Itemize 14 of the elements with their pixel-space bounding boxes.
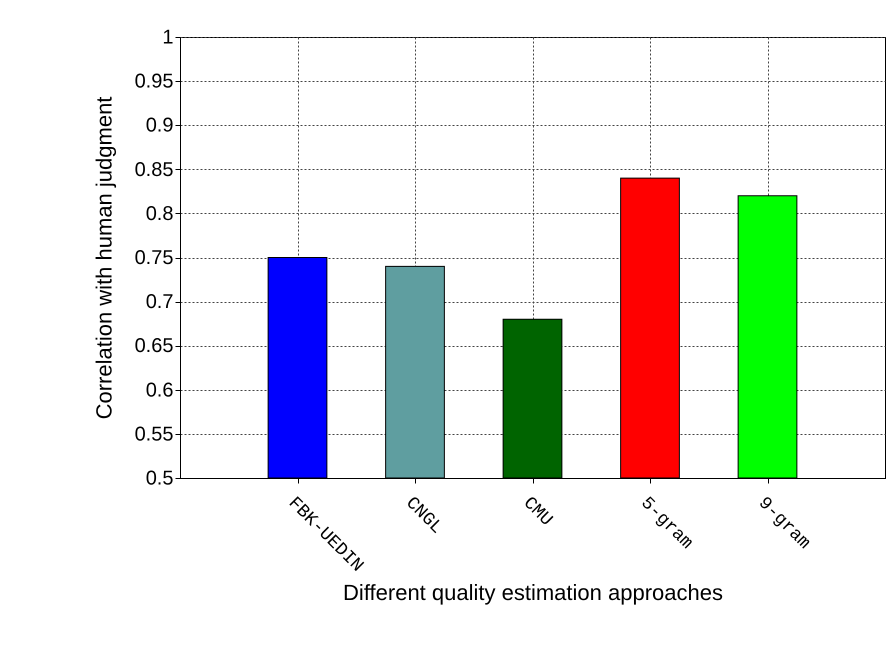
y-tick-label: 0.8 — [146, 202, 174, 225]
y-tick-label: 0.5 — [146, 468, 174, 490]
y-tick-label: 0.9 — [146, 114, 174, 137]
y-tick-label: 1 — [162, 26, 174, 48]
y-tick-label: 0.65 — [134, 335, 174, 358]
x-axis-title: Different quality estimation approaches — [343, 580, 723, 605]
y-tick-label: 0.85 — [134, 158, 174, 181]
x-tick-label: CMU — [518, 494, 556, 531]
y-tick-label: 0.95 — [134, 70, 174, 93]
y-tick-label: 0.6 — [146, 379, 174, 402]
y-tick-label: 0.7 — [146, 291, 174, 314]
y-tick-label: 0.75 — [134, 247, 174, 269]
y-axis-title: Correlation with human judgment — [92, 96, 117, 420]
y-tick-label: 0.55 — [134, 423, 174, 446]
